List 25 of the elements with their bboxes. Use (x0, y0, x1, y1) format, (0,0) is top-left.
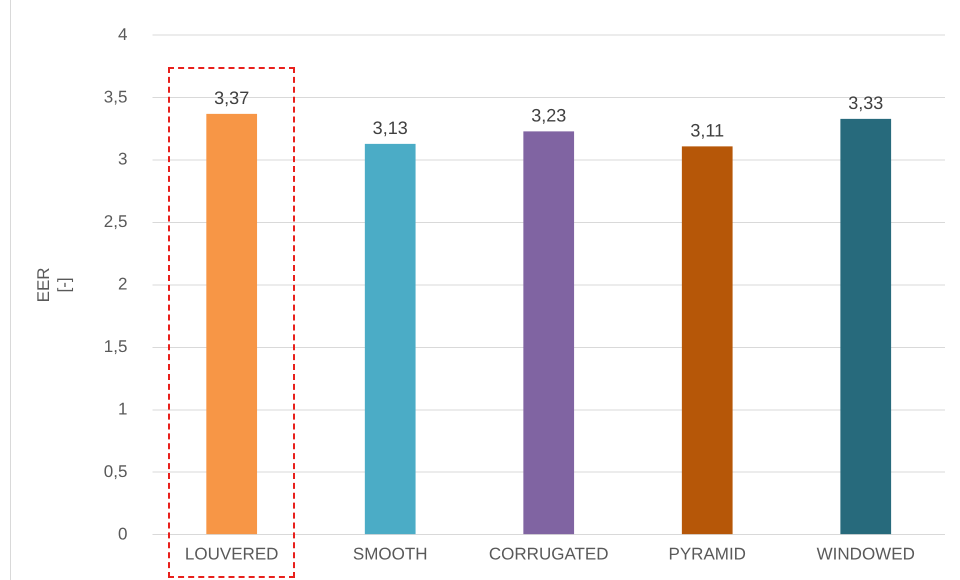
y-tick-label: 0 (118, 524, 128, 544)
x-tick-label: PYRAMID (668, 544, 746, 564)
bar (364, 144, 416, 534)
y-tick-label: 3 (118, 150, 128, 169)
bar (682, 146, 733, 534)
data-label: 3,13 (372, 118, 408, 138)
y-tick-label: 2,5 (104, 212, 128, 232)
y-tick-label: 2 (118, 274, 128, 294)
bar (523, 131, 574, 534)
data-label: 3,33 (848, 92, 884, 113)
y-axis-title: EER [-] (34, 267, 74, 302)
y-tick-label: 1 (118, 399, 128, 418)
x-tick-label: LOUVERED (184, 544, 278, 564)
y-tick-label: 0,5 (104, 462, 128, 481)
y-tick-label: 1,5 (104, 337, 128, 356)
data-label: 3,23 (531, 105, 566, 126)
data-label: 3,11 (690, 120, 724, 140)
data-label: 3,37 (214, 88, 250, 108)
y-tick-label: 4 (118, 24, 128, 44)
y-tick-label: 3,5 (104, 87, 128, 106)
bar (206, 114, 258, 534)
bar (840, 118, 892, 534)
x-tick-label: CORRUGATED (488, 544, 609, 564)
x-tick-label: WINDOWED (816, 544, 915, 564)
x-tick-label: SMOOTH (352, 544, 428, 564)
